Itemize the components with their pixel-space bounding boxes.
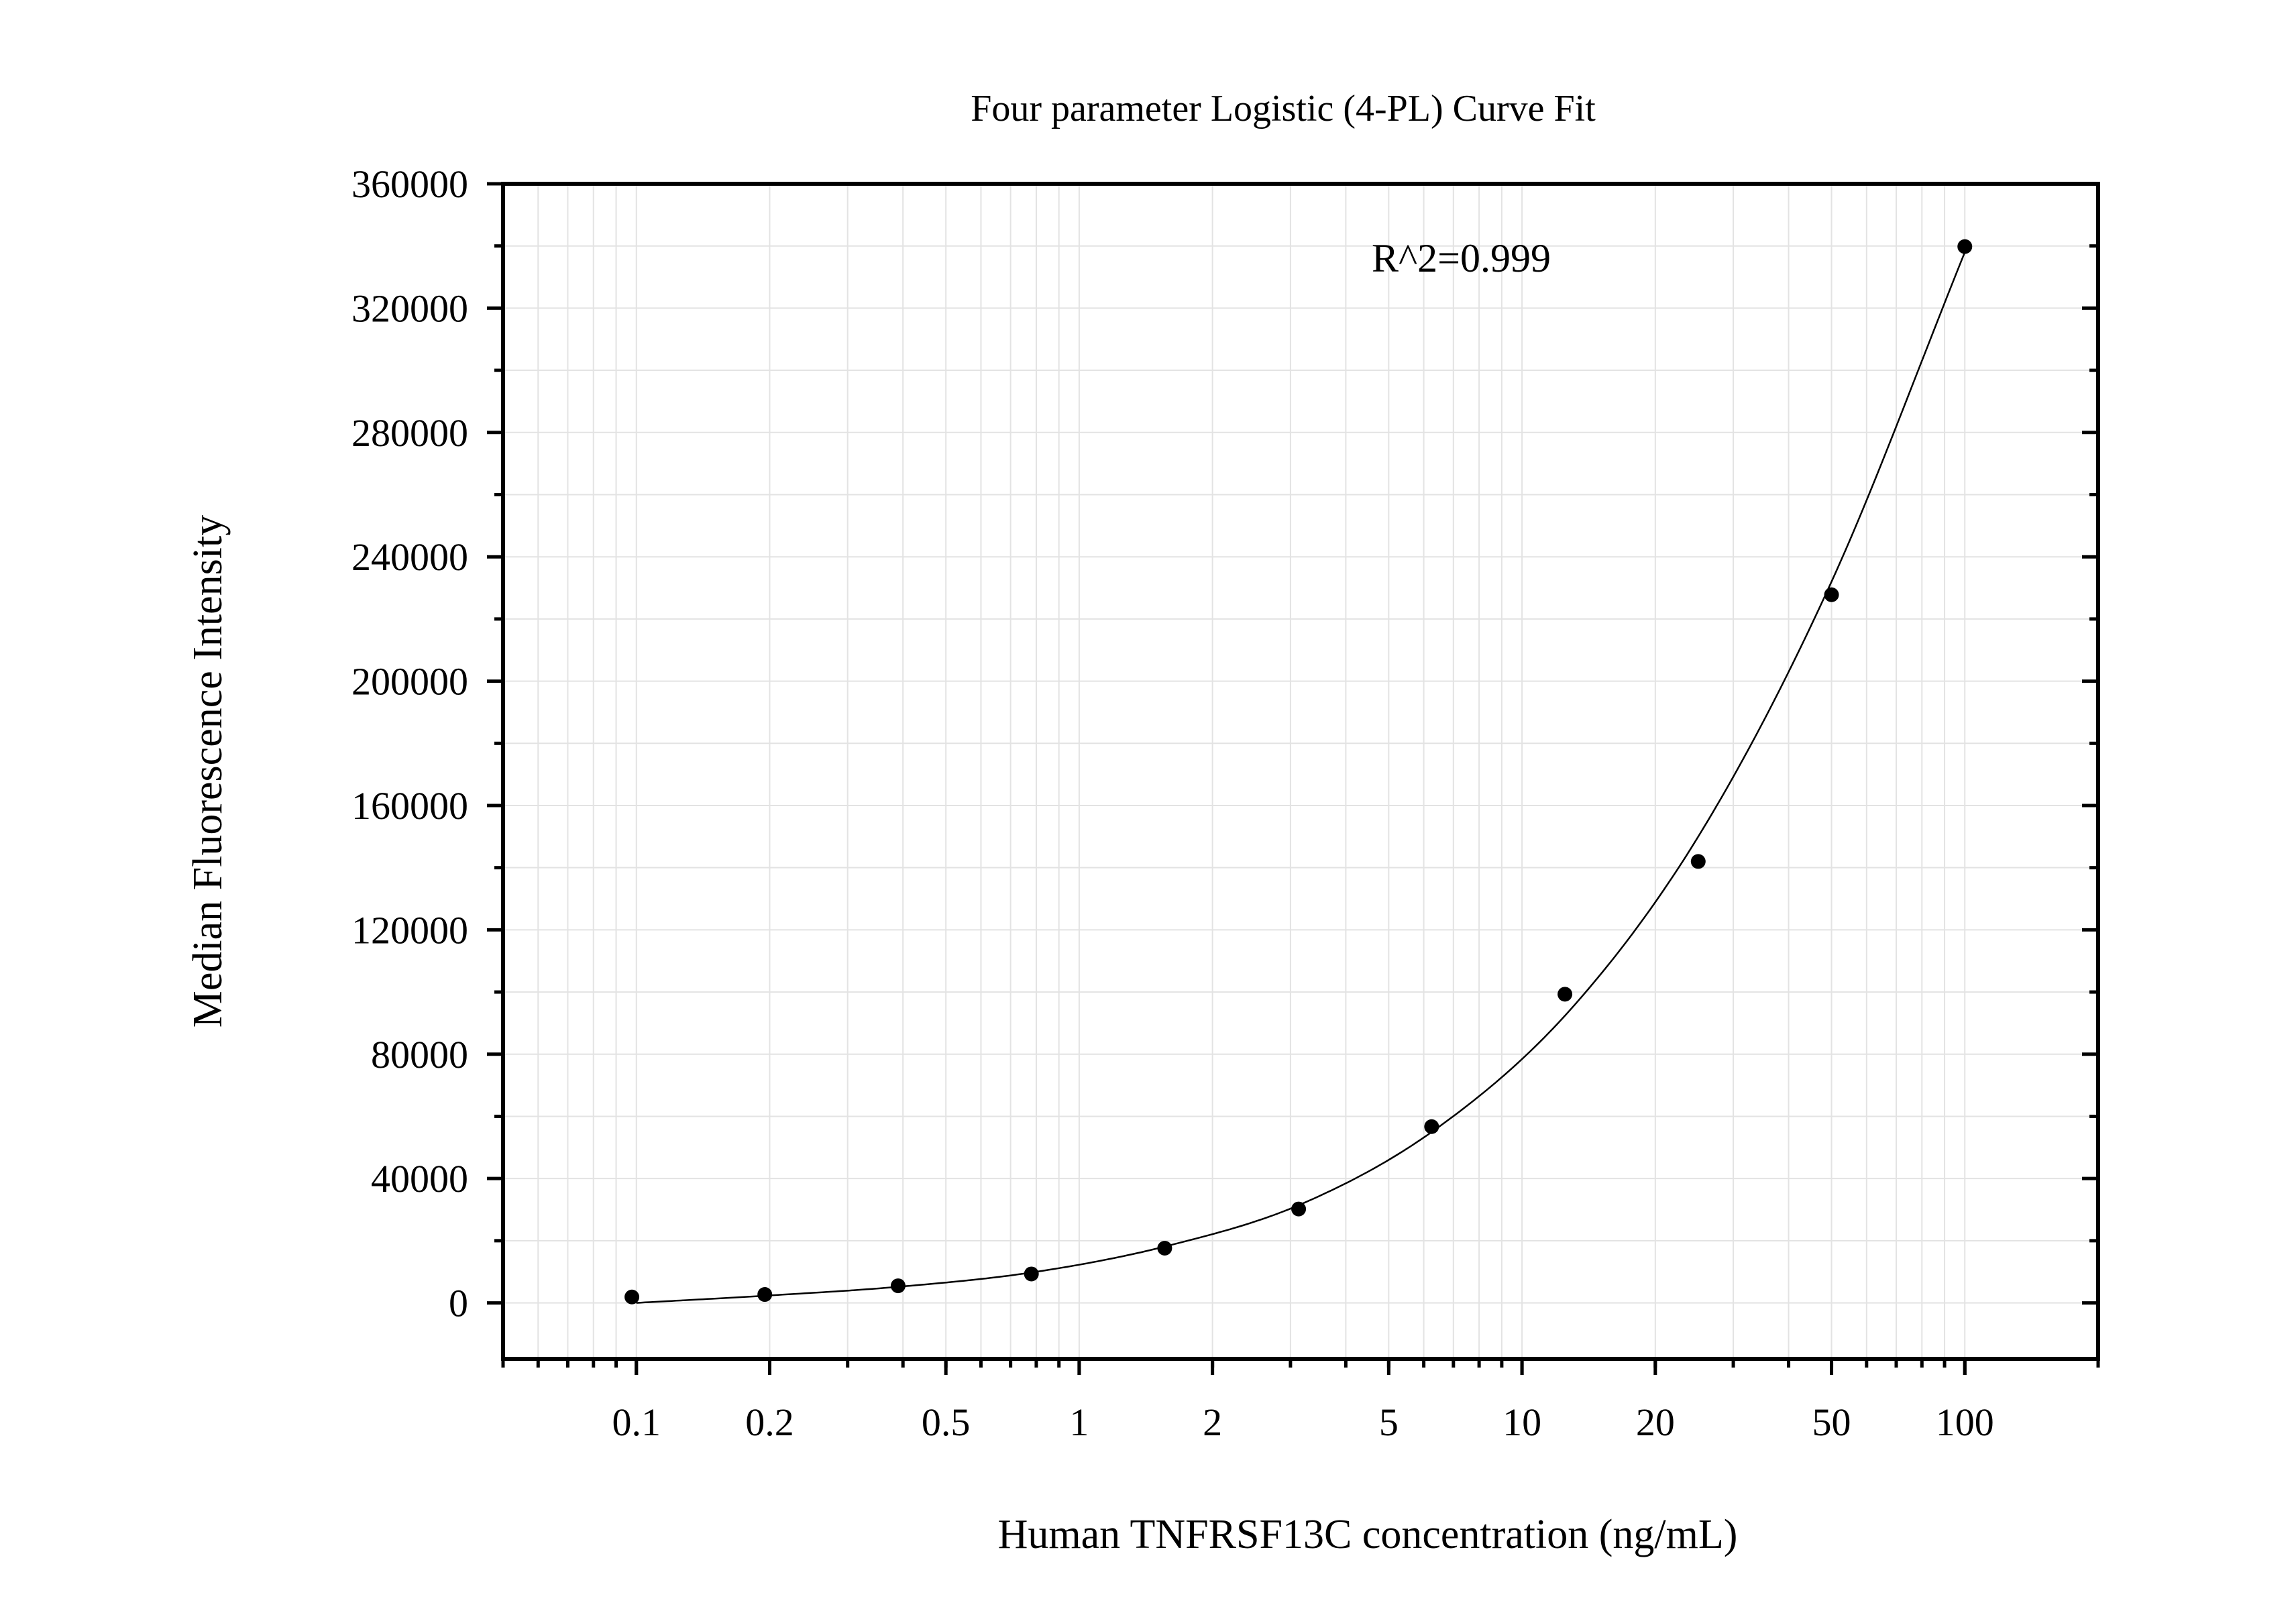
y-tick-label: 320000 [351, 286, 468, 330]
y-tick-label: 0 [449, 1282, 468, 1325]
x-axis: 0.1 0.2 0.5 1 2 5 10 20 50 100 [501, 1359, 2100, 1444]
x-tick-label: 0.5 [922, 1400, 971, 1444]
data-point [1157, 1240, 1172, 1256]
data-points [624, 239, 1973, 1305]
x-tick-label: 5 [1379, 1400, 1399, 1444]
y-tick-label: 200000 [351, 660, 468, 704]
y-tick-label: 280000 [351, 411, 468, 455]
x-tick-label: 0.2 [745, 1400, 794, 1444]
data-point [1557, 987, 1573, 1002]
y-tick-label: 240000 [351, 535, 468, 579]
data-point [1957, 239, 1973, 254]
y-tick-label: 160000 [351, 784, 468, 828]
y-tick-label: 360000 [351, 162, 468, 206]
y-axis-label: Median Fluorescence Intensity [185, 515, 231, 1028]
x-axis-label: Human TNFRSF13C concentration (ng/mL) [998, 1512, 1738, 1557]
x-tick-label: 20 [1636, 1400, 1675, 1444]
plot-frame [501, 182, 2100, 1361]
x-tick-label: 100 [1936, 1400, 1994, 1444]
data-point [1424, 1119, 1439, 1134]
data-point [1024, 1266, 1039, 1282]
chart-title: Four parameter Logistic (4-PL) Curve Fit [971, 88, 1596, 129]
y-tick-label: 120000 [351, 908, 468, 952]
x-tick-label: 0.1 [612, 1400, 661, 1444]
y-tick-label: 40000 [371, 1157, 468, 1201]
data-point [624, 1289, 640, 1305]
x-tick-label: 50 [1812, 1400, 1851, 1444]
data-point [890, 1278, 906, 1294]
y-axis: 0 40000 80000 120000 160000 200000 240000 28000… [351, 162, 2098, 1325]
x-tick-label: 2 [1203, 1400, 1222, 1444]
data-point [757, 1287, 773, 1303]
x-tick-label: 10 [1502, 1400, 1541, 1444]
x-tick-label: 1 [1069, 1400, 1089, 1444]
data-point [1690, 854, 1706, 869]
r-squared-annotation: R^2=0.999 [1372, 236, 1551, 280]
data-point [1291, 1201, 1307, 1217]
y-tick-label: 80000 [371, 1033, 468, 1076]
data-point [1824, 587, 1839, 602]
grid [502, 183, 2099, 1359]
